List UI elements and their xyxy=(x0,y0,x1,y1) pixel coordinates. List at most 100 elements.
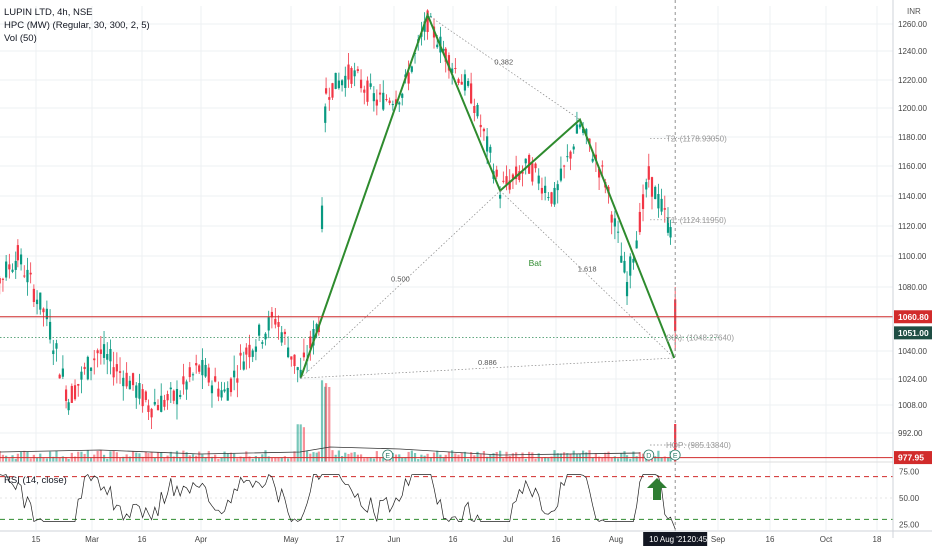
volume-bar xyxy=(508,455,511,462)
candle-body xyxy=(324,88,328,94)
candle-body xyxy=(32,288,35,302)
volume-bar xyxy=(369,457,372,462)
candle-body xyxy=(14,260,17,270)
volume-bar xyxy=(32,454,35,462)
x-tick-label: May xyxy=(283,535,298,544)
volume-bar xyxy=(274,457,277,462)
volume-bar xyxy=(45,458,48,462)
y-tick-label: 1260.00 xyxy=(898,20,927,29)
volume-bar xyxy=(251,458,254,462)
volume-bar xyxy=(109,451,112,462)
volume-bar xyxy=(305,450,309,462)
legend-rsi[interactable]: RSI (14, close) xyxy=(4,475,67,486)
candle-body xyxy=(267,317,270,331)
volume-bar xyxy=(0,450,1,462)
crosshair-time: 20:45 xyxy=(687,535,708,544)
candle-body xyxy=(550,192,553,204)
price-label-box: 1060.80 xyxy=(894,310,932,324)
volume-bar xyxy=(99,450,102,462)
candle-body xyxy=(48,321,52,340)
volume-bar xyxy=(204,457,207,462)
level-label: T1: (1124.11950) xyxy=(666,216,727,225)
volume-bar xyxy=(356,454,359,462)
candle-body xyxy=(382,92,385,110)
volume-bar xyxy=(220,457,223,462)
volume-bar xyxy=(207,450,210,462)
candle-body xyxy=(99,349,102,354)
price-label-text: 1051.00 xyxy=(898,328,929,338)
candle-body xyxy=(19,254,23,265)
candle-body xyxy=(391,104,394,106)
candle-body xyxy=(388,100,391,104)
candle-body xyxy=(598,168,601,178)
candle-body xyxy=(489,146,492,153)
rsi-tick-label: 25.00 xyxy=(899,521,920,530)
ratio-line xyxy=(427,14,581,120)
y-tick-label: 1080.00 xyxy=(898,283,927,292)
y-tick-label: 1200.00 xyxy=(898,104,927,113)
volume-bar xyxy=(398,454,401,462)
candle-body xyxy=(86,356,89,380)
candle-body xyxy=(578,124,581,128)
candle-body xyxy=(236,378,239,383)
candle-body xyxy=(601,165,604,167)
volume-bar xyxy=(547,457,550,462)
candle-body xyxy=(660,198,663,212)
volume-bar xyxy=(302,427,305,462)
candle-body xyxy=(337,80,340,89)
candle-body xyxy=(39,292,42,310)
volume-bar xyxy=(375,451,378,462)
crosshair-date-label: 10 Aug '21 20:45 xyxy=(643,532,708,546)
candle-body xyxy=(620,255,623,263)
volume-bar xyxy=(353,452,356,462)
candle-body xyxy=(16,245,19,261)
candle-body xyxy=(482,128,486,132)
volume-bar xyxy=(417,458,420,462)
legend-symbol[interactable]: LUPIN LTD, 4h, NSE xyxy=(4,7,93,18)
candle-body xyxy=(299,369,302,378)
volume-bar xyxy=(102,454,106,462)
volume-bar xyxy=(359,454,363,462)
pattern-name: Bat xyxy=(529,258,542,268)
volume-bar xyxy=(457,454,460,462)
candle-body xyxy=(486,136,489,152)
volume-bar xyxy=(270,458,274,462)
candle-body xyxy=(204,364,207,377)
candle-body xyxy=(623,260,626,273)
volume-bar xyxy=(625,455,629,462)
candle-body xyxy=(229,378,233,393)
volume-bar xyxy=(245,451,248,462)
candle-body xyxy=(191,374,195,376)
candle-body xyxy=(23,275,26,277)
candle-body xyxy=(556,184,559,191)
volume-bar xyxy=(131,451,135,462)
candle-body xyxy=(385,99,388,101)
candle-body xyxy=(135,385,138,398)
volume-bar xyxy=(14,458,17,462)
candle-body xyxy=(83,366,86,370)
candle-body xyxy=(287,347,290,358)
volume-bar xyxy=(657,450,660,462)
candle-body xyxy=(207,367,210,383)
candle-body xyxy=(89,367,93,371)
volume-bar xyxy=(106,458,109,462)
candle-body xyxy=(350,68,353,84)
legend-volume[interactable]: Vol (50) xyxy=(4,33,37,44)
legend-indicator[interactable]: HPC (MW) (Regular, 30, 300, 2, 5) xyxy=(4,20,150,31)
candle-body xyxy=(378,92,382,95)
event-circle xyxy=(382,449,394,461)
candle-body xyxy=(73,385,77,400)
candle-body xyxy=(77,384,80,386)
volume-bar xyxy=(73,456,77,462)
volume-bar xyxy=(463,451,467,462)
volume-bar xyxy=(674,424,677,462)
y-tick-label: 1024.00 xyxy=(898,375,927,384)
candle-body xyxy=(5,261,8,278)
x-tick-label: Oct xyxy=(820,535,833,544)
candle-body xyxy=(283,331,287,335)
volume-bar xyxy=(223,451,226,462)
candle-body xyxy=(508,180,511,190)
volume-bar xyxy=(55,450,58,462)
candle-body xyxy=(582,128,585,133)
